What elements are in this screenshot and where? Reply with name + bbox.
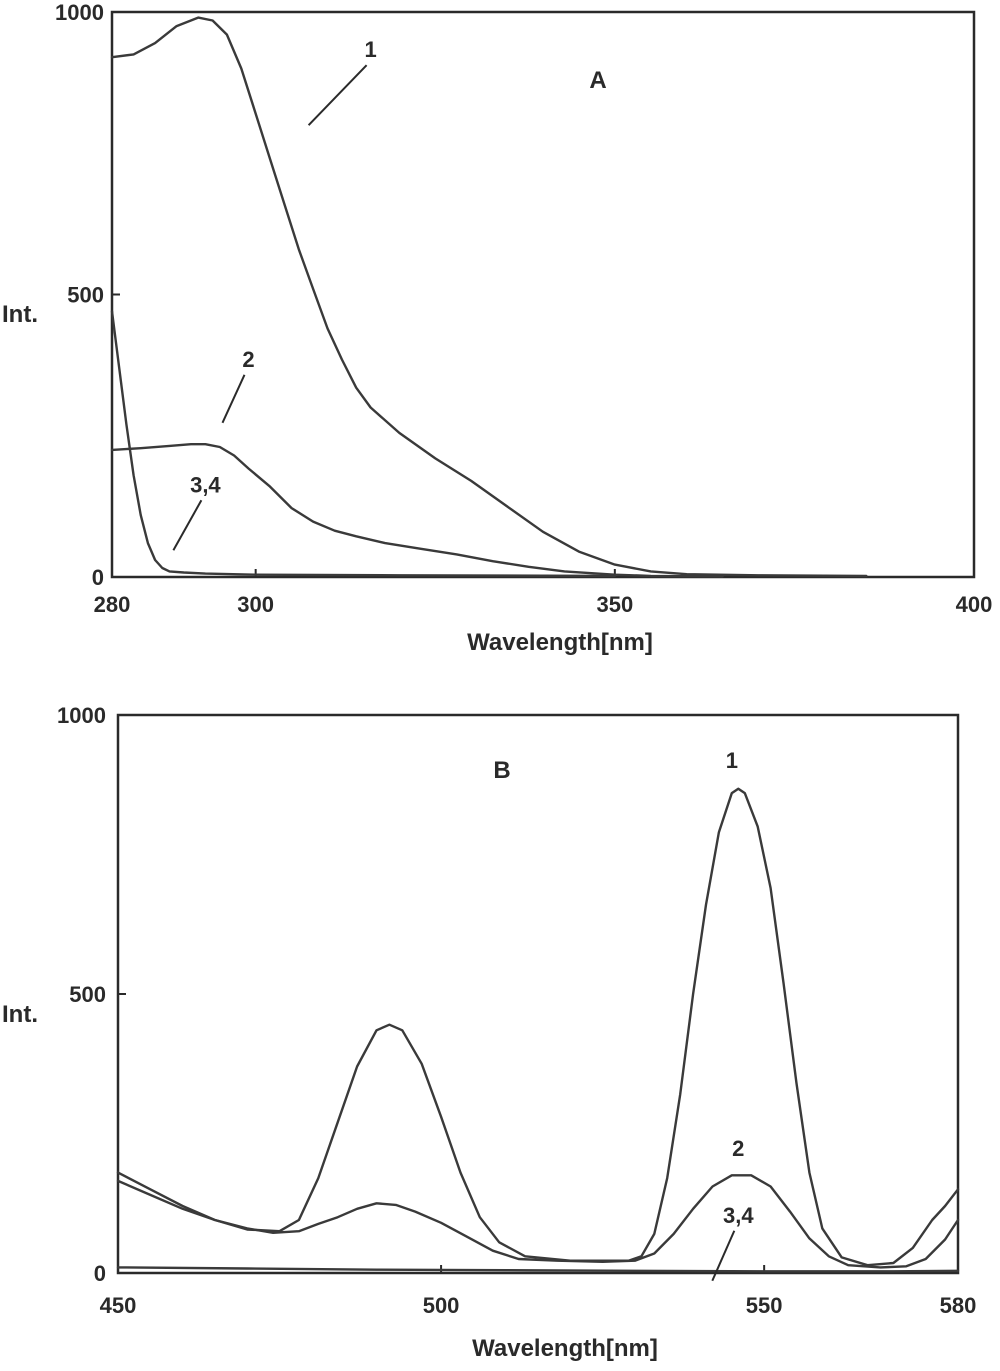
series-group-a bbox=[110, 16, 868, 578]
x-tick-label: 580 bbox=[940, 1293, 977, 1318]
axis-ticks-a: 0 500 1000 280 300 350 400 bbox=[55, 0, 992, 617]
y-tick-label: 0 bbox=[92, 565, 104, 590]
leader-line-3-4 bbox=[711, 1230, 736, 1282]
x-tick-label: 450 bbox=[100, 1293, 137, 1318]
leader-line-3-4 bbox=[172, 499, 203, 551]
x-tick-label: 500 bbox=[423, 1293, 460, 1318]
series-line-2 bbox=[116, 1174, 960, 1269]
series-line-3-4 bbox=[110, 310, 616, 578]
curve-label-2: 2 bbox=[242, 347, 254, 372]
y-tick-label: 500 bbox=[67, 283, 104, 308]
leader-line-2 bbox=[221, 374, 246, 424]
x-tick-label: 280 bbox=[94, 592, 131, 617]
y-tick-label: 1000 bbox=[55, 0, 104, 25]
panel-label-a: A bbox=[589, 67, 606, 94]
leader-line-1 bbox=[307, 64, 368, 126]
curve-label-1: 1 bbox=[364, 37, 376, 62]
panel-label-b: B bbox=[493, 757, 510, 784]
y-tick-label: 500 bbox=[69, 982, 106, 1007]
series-line-2 bbox=[110, 443, 724, 578]
y-tick-label: 0 bbox=[94, 1261, 106, 1286]
curve-labels-b: 123,4 bbox=[711, 748, 754, 1282]
plot-frame-b bbox=[116, 713, 960, 1275]
x-tick-label: 550 bbox=[746, 1293, 783, 1318]
curve-label-3-4: 3,4 bbox=[190, 472, 221, 497]
series-line-1 bbox=[110, 16, 868, 578]
x-axis-label-b: Wavelength[nm] bbox=[472, 1335, 658, 1362]
series-group-b bbox=[116, 787, 960, 1273]
x-tick-label: 300 bbox=[237, 592, 274, 617]
x-tick-label: 350 bbox=[596, 592, 633, 617]
series-line-1 bbox=[116, 787, 960, 1267]
y-tick-label: 1000 bbox=[57, 703, 106, 728]
plot-frame-a bbox=[110, 10, 976, 579]
x-tick-label: 400 bbox=[956, 592, 993, 617]
y-axis-label-b: Int. bbox=[2, 1001, 38, 1028]
x-axis-label-a: Wavelength[nm] bbox=[467, 629, 653, 656]
axis-ticks-b: 0 500 1000 450 500 550 580 bbox=[57, 703, 976, 1318]
series-line-3-4 bbox=[116, 1266, 960, 1273]
curve-label-2: 2 bbox=[732, 1136, 744, 1161]
y-axis-label-a: Int. bbox=[2, 301, 38, 328]
curve-labels-a: 123,4 bbox=[172, 37, 377, 551]
curve-label-3-4: 3,4 bbox=[723, 1203, 754, 1228]
curve-label-1: 1 bbox=[726, 748, 738, 773]
